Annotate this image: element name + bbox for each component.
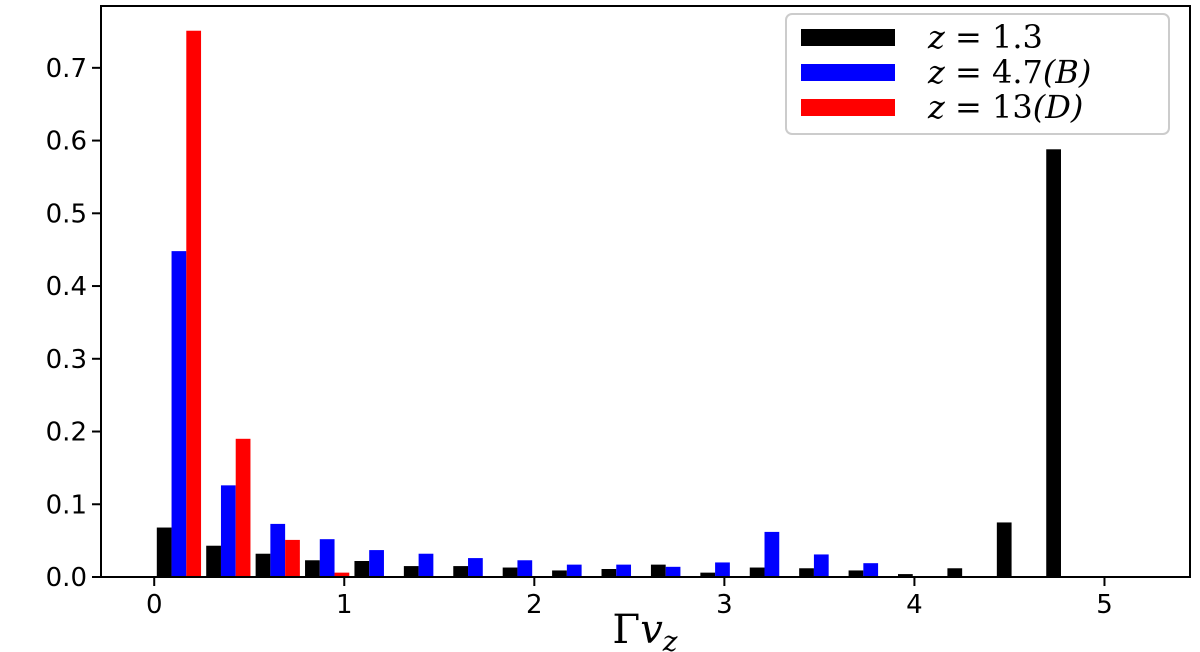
bar-series-0-bin-0 — [156, 527, 172, 577]
bar-series-0-bin-9 — [601, 569, 617, 577]
y-tick-label: 0.1 — [46, 490, 87, 520]
bar-series-1-bin-0 — [171, 251, 187, 577]
bar-series-0-bin-10 — [650, 564, 666, 577]
bars-layer — [156, 30, 1061, 578]
bar-series-0-bin-2 — [255, 553, 271, 577]
bar-series-0-bin-3 — [305, 560, 320, 577]
bar-series-0-bin-13 — [799, 568, 814, 577]
bar-series-0-bin-1 — [206, 545, 221, 577]
bar-series-0-bin-18 — [1046, 149, 1061, 578]
bar-series-0-bin-8 — [552, 570, 567, 577]
bar-series-1-bin-5 — [418, 553, 434, 577]
bar-series-2-bin-1 — [235, 438, 251, 577]
bar-series-1-bin-3 — [319, 539, 335, 577]
y-tick-label: 0.0 — [46, 563, 87, 593]
x-tick-label: 3 — [716, 590, 733, 620]
bar-series-1-bin-9 — [616, 564, 632, 577]
bar-series-0-bin-15 — [898, 574, 913, 577]
x-tick-label: 1 — [336, 590, 353, 620]
bar-series-0-bin-14 — [848, 570, 864, 577]
x-tick-label: 5 — [1096, 590, 1113, 620]
legend-swatch-2 — [801, 99, 895, 116]
x-axis-label: Γvz — [612, 607, 677, 652]
x-tick-label: 0 — [146, 590, 163, 620]
legend-label-0: z = 1.3 — [927, 18, 1043, 56]
bar-series-1-bin-11 — [715, 562, 730, 577]
bar-series-0-bin-5 — [403, 566, 419, 577]
y-tick-label: 0.7 — [46, 54, 87, 84]
legend: z = 1.3z = 4.7(B)z = 13(D) — [785, 13, 1170, 135]
bar-series-0-bin-12 — [749, 567, 765, 577]
bar-series-2-bin-2 — [285, 539, 300, 577]
y-tick-label: 0.4 — [46, 272, 87, 302]
bar-series-2-bin-0 — [186, 30, 202, 578]
bar-series-1-bin-12 — [764, 531, 780, 577]
bar-series-1-bin-6 — [468, 558, 483, 577]
y-tick-label: 0.2 — [46, 418, 87, 448]
legend-label-2: z = 13(D) — [927, 88, 1083, 126]
x-tick-label: 4 — [906, 590, 923, 620]
bar-series-0-bin-6 — [453, 566, 469, 577]
y-axis: 0.0 0.1 0.2 0.3 0.4 0.5 0.6 0.7 — [46, 54, 101, 593]
y-tick-label: 0.6 — [46, 127, 87, 157]
bar-series-1-bin-8 — [566, 564, 582, 577]
x-axis: 0 1 2 3 4 5 — [146, 577, 1113, 620]
legend-label-1: z = 4.7(B) — [927, 53, 1091, 91]
x-tick-label: 2 — [526, 590, 543, 620]
bar-series-0-bin-7 — [502, 567, 518, 577]
bar-series-1-bin-13 — [813, 554, 829, 577]
legend-swatch-0 — [801, 29, 895, 46]
plot-frame — [100, 5, 1191, 578]
bar-series-1-bin-10 — [665, 566, 681, 577]
bar-series-1-bin-1 — [220, 485, 236, 577]
bar-series-1-bin-7 — [517, 560, 533, 577]
bar-series-0-bin-16 — [947, 568, 963, 577]
bar-series-1-bin-14 — [863, 563, 879, 577]
bar-series-0-bin-17 — [996, 522, 1012, 577]
y-tick-label: 0.5 — [46, 199, 87, 229]
bar-series-2-bin-3 — [334, 572, 350, 577]
bar-series-1-bin-2 — [270, 523, 286, 577]
y-tick-label: 0.3 — [46, 345, 87, 375]
bar-series-1-bin-4 — [369, 550, 384, 577]
bar-series-0-bin-4 — [354, 561, 370, 577]
legend-swatch-1 — [801, 64, 895, 81]
bar-series-0-bin-11 — [700, 572, 716, 577]
